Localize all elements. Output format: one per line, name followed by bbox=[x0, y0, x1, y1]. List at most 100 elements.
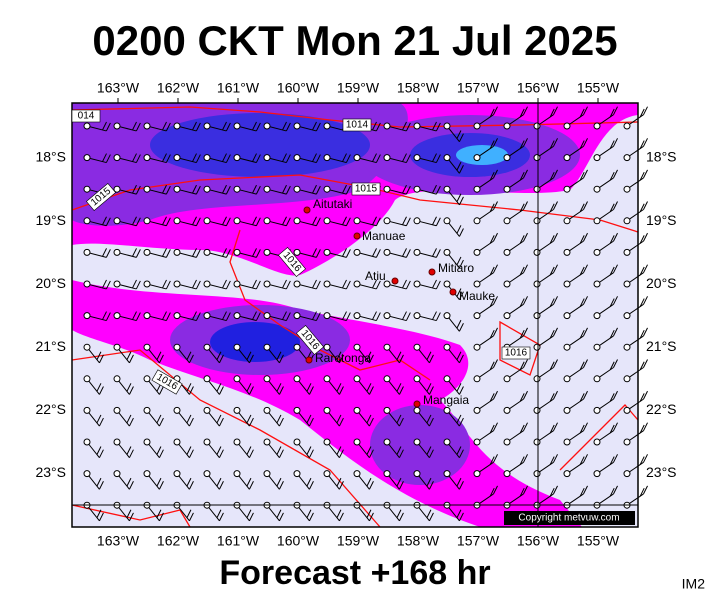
barb-flag bbox=[609, 298, 615, 307]
lon-label: 163°W bbox=[97, 533, 140, 549]
barb-flag bbox=[493, 232, 498, 242]
station bbox=[443, 406, 451, 414]
wind-barb bbox=[173, 438, 194, 458]
barb-flag bbox=[188, 449, 194, 458]
barb-flag bbox=[248, 354, 254, 364]
wind-barb bbox=[113, 279, 141, 290]
barb-flag bbox=[218, 449, 224, 458]
barb-flag bbox=[493, 106, 498, 115]
wind-barb bbox=[263, 438, 284, 458]
wind-barb bbox=[503, 454, 528, 478]
wind-barb bbox=[293, 121, 321, 132]
barb-flag bbox=[402, 279, 407, 289]
barb-flag bbox=[255, 217, 261, 226]
barb-flag bbox=[312, 248, 317, 257]
station bbox=[143, 375, 151, 383]
station bbox=[563, 185, 571, 193]
barb-flag bbox=[315, 185, 321, 195]
wind-barb bbox=[233, 470, 254, 490]
barb-flag bbox=[186, 351, 192, 360]
barb-flag bbox=[609, 203, 615, 212]
wind-barb bbox=[323, 375, 344, 395]
barb-flag bbox=[643, 106, 648, 115]
station bbox=[503, 375, 511, 383]
barb-flag bbox=[372, 311, 377, 320]
wind-barb bbox=[203, 406, 224, 427]
station bbox=[173, 154, 181, 162]
station bbox=[503, 217, 511, 225]
barb-flag bbox=[158, 512, 164, 522]
station bbox=[593, 375, 601, 383]
image-id: IM2 bbox=[682, 576, 706, 592]
barb-flag bbox=[188, 481, 194, 490]
station bbox=[443, 154, 451, 162]
station bbox=[83, 248, 91, 256]
barb-flag bbox=[336, 446, 342, 455]
barb-flag bbox=[248, 512, 254, 522]
barb-flag bbox=[192, 311, 197, 320]
station bbox=[413, 185, 421, 193]
barb-flag bbox=[609, 140, 615, 149]
station bbox=[173, 438, 181, 446]
wind-barb bbox=[623, 359, 648, 383]
wind-barb bbox=[443, 470, 464, 490]
barb-flag bbox=[639, 298, 645, 307]
barb-flag bbox=[579, 266, 585, 276]
wind-barb bbox=[443, 438, 464, 458]
station bbox=[113, 470, 121, 478]
wind-barb bbox=[113, 248, 141, 258]
barb-flag bbox=[519, 456, 525, 465]
barb-flag bbox=[428, 481, 434, 490]
isobar-label-box bbox=[85, 182, 117, 212]
barb-flag bbox=[549, 140, 555, 149]
wind-barb bbox=[353, 406, 374, 427]
wind-barb bbox=[263, 121, 291, 132]
barb-flag bbox=[613, 264, 618, 273]
wind-barb bbox=[593, 201, 618, 225]
barb-flag bbox=[188, 512, 194, 522]
wind-barb bbox=[83, 311, 111, 322]
barb-flag bbox=[368, 449, 374, 458]
barb-flag bbox=[368, 386, 374, 395]
station bbox=[533, 312, 541, 320]
barb-flag bbox=[549, 108, 555, 118]
station bbox=[533, 280, 541, 288]
barb-flag bbox=[396, 446, 402, 455]
station bbox=[293, 185, 301, 193]
barb-flag bbox=[98, 512, 104, 522]
barb-flag bbox=[255, 280, 261, 290]
station bbox=[113, 406, 121, 414]
station bbox=[503, 438, 511, 446]
station bbox=[113, 248, 121, 256]
wind-barb bbox=[383, 343, 404, 364]
station bbox=[113, 438, 121, 446]
wind-barb bbox=[83, 470, 104, 490]
wind-barb bbox=[113, 375, 134, 395]
station bbox=[593, 185, 601, 193]
station bbox=[503, 280, 511, 288]
wind-barb bbox=[443, 154, 464, 174]
wind-barb bbox=[383, 121, 411, 132]
wind-barb bbox=[593, 106, 618, 130]
barb-flag bbox=[98, 449, 104, 458]
lat-label: 20°S bbox=[646, 275, 677, 291]
barb-flag bbox=[342, 279, 347, 289]
barb-flag bbox=[426, 509, 432, 518]
barb-flag bbox=[252, 153, 257, 162]
wind-barb bbox=[503, 390, 528, 414]
barb-flag bbox=[428, 386, 434, 395]
station bbox=[353, 280, 361, 288]
wind-barb bbox=[503, 422, 528, 446]
wind-barb bbox=[203, 279, 231, 290]
barb-flag bbox=[312, 311, 317, 320]
wind-barb bbox=[383, 184, 411, 195]
barb-flag bbox=[519, 108, 525, 118]
station bbox=[263, 438, 271, 446]
barb-flag bbox=[216, 446, 222, 455]
lon-label: 161°W bbox=[217, 533, 260, 549]
station bbox=[173, 185, 181, 193]
barb-flag bbox=[583, 232, 588, 242]
barb-flag bbox=[225, 122, 231, 132]
station bbox=[413, 470, 421, 478]
station bbox=[563, 122, 571, 130]
